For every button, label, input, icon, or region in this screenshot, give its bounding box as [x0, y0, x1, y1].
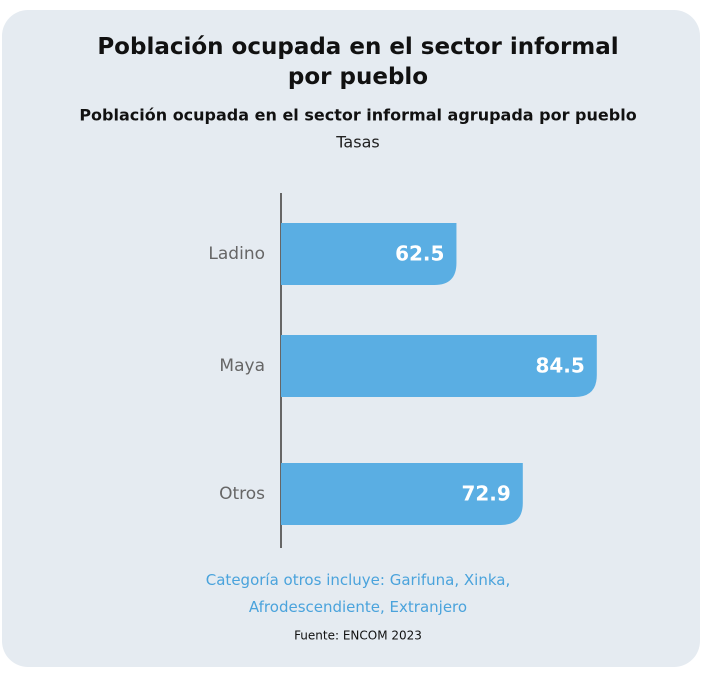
axis-label: Tasas — [335, 133, 379, 152]
value-label: 72.9 — [461, 482, 510, 506]
bar — [281, 335, 597, 397]
value-label: 84.5 — [535, 354, 584, 378]
category-label: Maya — [219, 356, 265, 376]
chart-subtitle: Población ocupada en el sector informal … — [79, 106, 636, 125]
category-label: Ladino — [208, 244, 265, 264]
bar — [281, 223, 457, 285]
source: Fuente: ENCOM 2023 — [294, 629, 422, 643]
value-label: 62.5 — [395, 242, 444, 266]
category-label: Otros — [219, 484, 265, 504]
chart-title: Población ocupada en el sector informal p… — [97, 34, 618, 90]
note: Categoría otros incluye: Garifuna, Xinka… — [206, 571, 510, 616]
bar — [281, 463, 523, 525]
